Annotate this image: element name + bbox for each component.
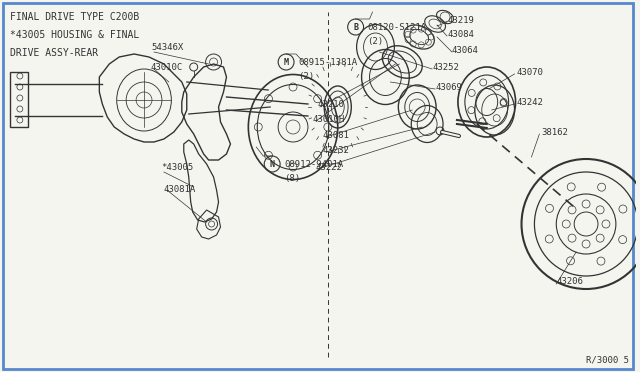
Text: (2): (2) bbox=[298, 71, 314, 80]
Text: 43070: 43070 bbox=[516, 67, 543, 77]
Text: *43005: *43005 bbox=[161, 163, 193, 171]
Text: FINAL DRIVE TYPE C200B: FINAL DRIVE TYPE C200B bbox=[10, 12, 139, 22]
Text: 43242: 43242 bbox=[516, 97, 543, 106]
Text: 43219: 43219 bbox=[447, 16, 474, 25]
Text: (8): (8) bbox=[284, 173, 300, 183]
Text: 43081A: 43081A bbox=[164, 185, 196, 193]
Text: 43206: 43206 bbox=[556, 278, 583, 286]
Text: DRIVE ASSY-REAR: DRIVE ASSY-REAR bbox=[10, 48, 98, 58]
Text: 43010C: 43010C bbox=[151, 62, 183, 71]
Text: 38162: 38162 bbox=[541, 128, 568, 137]
Text: 43252: 43252 bbox=[432, 62, 459, 71]
Text: *43005 HOUSING & FINAL: *43005 HOUSING & FINAL bbox=[10, 30, 139, 40]
Text: 43064: 43064 bbox=[452, 45, 479, 55]
Text: (2): (2) bbox=[367, 36, 383, 45]
Text: 43069: 43069 bbox=[435, 83, 462, 92]
Text: N: N bbox=[269, 160, 275, 169]
Text: 08915-1381A: 08915-1381A bbox=[298, 58, 357, 67]
Text: 43232: 43232 bbox=[323, 145, 349, 154]
Text: R/3000 5: R/3000 5 bbox=[586, 356, 629, 365]
Text: 43081: 43081 bbox=[323, 131, 349, 140]
Text: 43084: 43084 bbox=[447, 29, 474, 38]
Text: 43222: 43222 bbox=[316, 163, 343, 171]
Text: 54346X: 54346X bbox=[151, 42, 183, 51]
Text: 08120-S121A: 08120-S121A bbox=[367, 22, 427, 32]
Text: 08912-9401A: 08912-9401A bbox=[284, 160, 343, 169]
Text: B: B bbox=[353, 22, 358, 32]
Text: 43210: 43210 bbox=[318, 99, 345, 109]
Text: M: M bbox=[284, 58, 289, 67]
Text: 43010H: 43010H bbox=[313, 115, 345, 124]
